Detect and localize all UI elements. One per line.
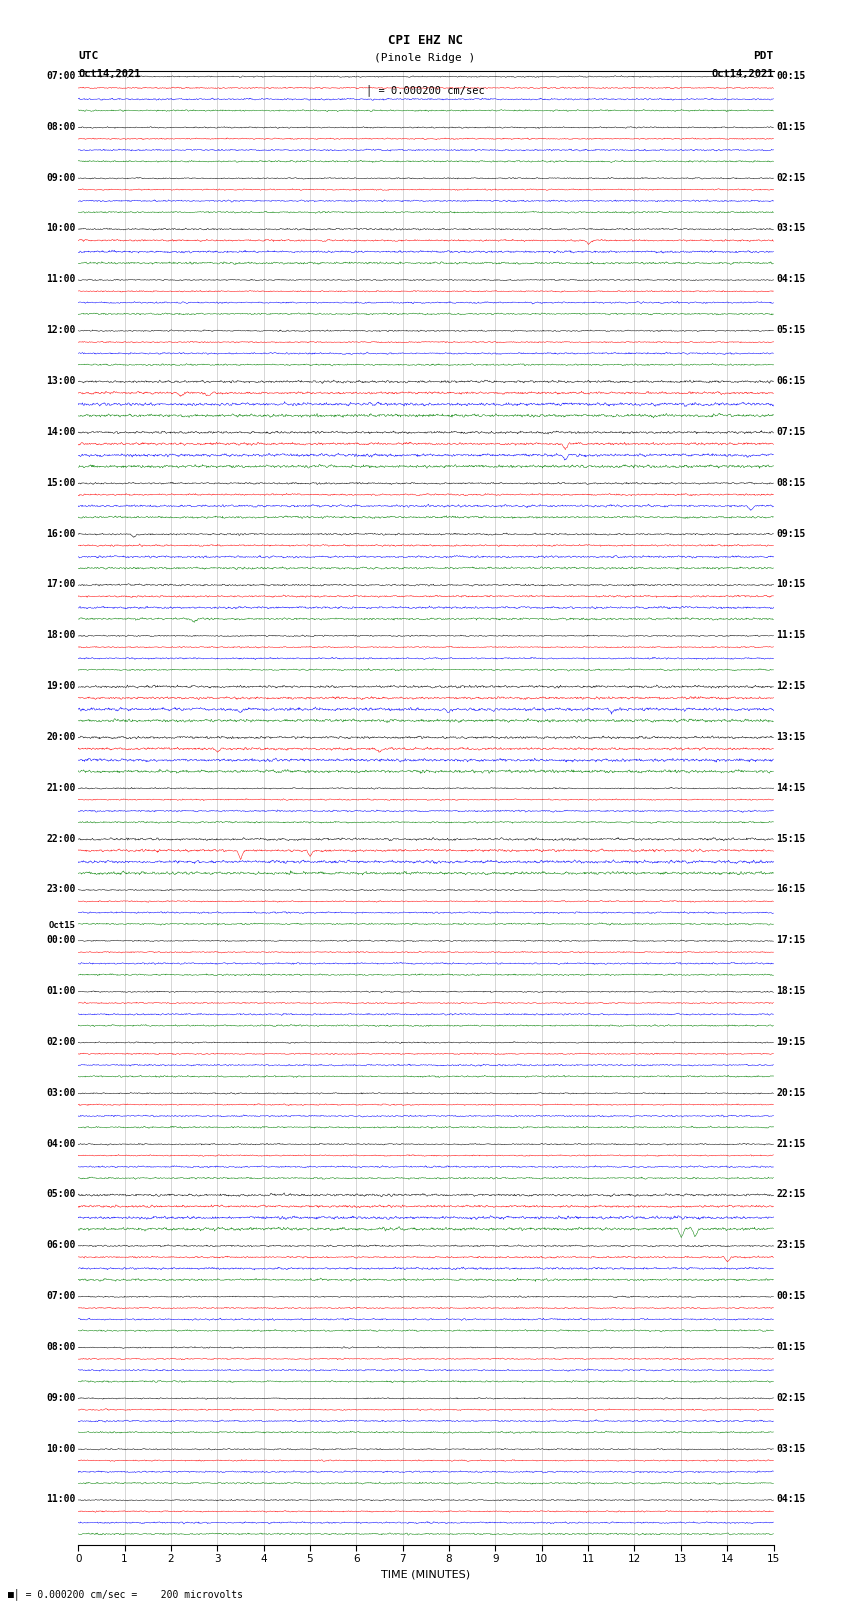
- Text: 14:15: 14:15: [776, 782, 806, 792]
- Text: 22:00: 22:00: [46, 834, 76, 844]
- Text: 19:15: 19:15: [776, 1037, 806, 1047]
- Text: 16:15: 16:15: [776, 884, 806, 894]
- Text: 08:00: 08:00: [46, 123, 76, 132]
- Text: 10:15: 10:15: [776, 579, 806, 589]
- Text: 00:15: 00:15: [776, 71, 806, 81]
- Text: 10:00: 10:00: [46, 224, 76, 234]
- Text: 02:15: 02:15: [776, 1392, 806, 1403]
- Text: 03:15: 03:15: [776, 224, 806, 234]
- Text: │ = 0.000200 cm/sec: │ = 0.000200 cm/sec: [366, 84, 484, 95]
- Text: Oct14,2021: Oct14,2021: [78, 69, 141, 79]
- Text: 13:00: 13:00: [46, 376, 76, 386]
- Text: 11:00: 11:00: [46, 274, 76, 284]
- Text: 07:00: 07:00: [46, 71, 76, 81]
- Text: 09:00: 09:00: [46, 1392, 76, 1403]
- Text: 20:15: 20:15: [776, 1087, 806, 1098]
- Text: 05:15: 05:15: [776, 326, 806, 336]
- Text: 11:15: 11:15: [776, 631, 806, 640]
- X-axis label: TIME (MINUTES): TIME (MINUTES): [382, 1569, 470, 1579]
- Text: 09:15: 09:15: [776, 529, 806, 539]
- Text: 22:15: 22:15: [776, 1189, 806, 1200]
- Text: 01:15: 01:15: [776, 1342, 806, 1352]
- Text: 03:15: 03:15: [776, 1444, 806, 1453]
- Text: 10:00: 10:00: [46, 1444, 76, 1453]
- Text: 17:00: 17:00: [46, 579, 76, 589]
- Text: UTC: UTC: [78, 52, 99, 61]
- Text: Oct15: Oct15: [48, 921, 76, 931]
- Text: 18:15: 18:15: [776, 986, 806, 997]
- Text: PDT: PDT: [753, 52, 774, 61]
- Text: 08:15: 08:15: [776, 477, 806, 487]
- Text: 23:15: 23:15: [776, 1240, 806, 1250]
- Text: 23:00: 23:00: [46, 884, 76, 894]
- Text: 06:00: 06:00: [46, 1240, 76, 1250]
- Text: CPI EHZ NC: CPI EHZ NC: [388, 34, 462, 47]
- Text: 21:00: 21:00: [46, 782, 76, 792]
- Text: Oct14,2021: Oct14,2021: [711, 69, 774, 79]
- Text: 18:00: 18:00: [46, 631, 76, 640]
- Text: 06:15: 06:15: [776, 376, 806, 386]
- Text: 00:00: 00:00: [46, 936, 76, 945]
- Text: 13:15: 13:15: [776, 732, 806, 742]
- Text: 15:00: 15:00: [46, 477, 76, 487]
- Text: 04:15: 04:15: [776, 1494, 806, 1505]
- Text: 04:15: 04:15: [776, 274, 806, 284]
- Text: (Pinole Ridge ): (Pinole Ridge ): [374, 53, 476, 63]
- Text: 12:00: 12:00: [46, 326, 76, 336]
- Text: 02:00: 02:00: [46, 1037, 76, 1047]
- Text: 02:15: 02:15: [776, 173, 806, 182]
- Text: 11:00: 11:00: [46, 1494, 76, 1505]
- Text: 12:15: 12:15: [776, 681, 806, 690]
- Text: 09:00: 09:00: [46, 173, 76, 182]
- Text: 17:15: 17:15: [776, 936, 806, 945]
- Text: ■│ = 0.000200 cm/sec =    200 microvolts: ■│ = 0.000200 cm/sec = 200 microvolts: [8, 1589, 243, 1600]
- Text: 19:00: 19:00: [46, 681, 76, 690]
- Text: 04:00: 04:00: [46, 1139, 76, 1148]
- Text: 01:00: 01:00: [46, 986, 76, 997]
- Text: 00:15: 00:15: [776, 1290, 806, 1302]
- Text: 03:00: 03:00: [46, 1087, 76, 1098]
- Text: 20:00: 20:00: [46, 732, 76, 742]
- Text: 01:15: 01:15: [776, 123, 806, 132]
- Text: 08:00: 08:00: [46, 1342, 76, 1352]
- Text: 05:00: 05:00: [46, 1189, 76, 1200]
- Text: 16:00: 16:00: [46, 529, 76, 539]
- Text: 21:15: 21:15: [776, 1139, 806, 1148]
- Text: 15:15: 15:15: [776, 834, 806, 844]
- Text: 07:15: 07:15: [776, 427, 806, 437]
- Text: 14:00: 14:00: [46, 427, 76, 437]
- Text: 07:00: 07:00: [46, 1290, 76, 1302]
